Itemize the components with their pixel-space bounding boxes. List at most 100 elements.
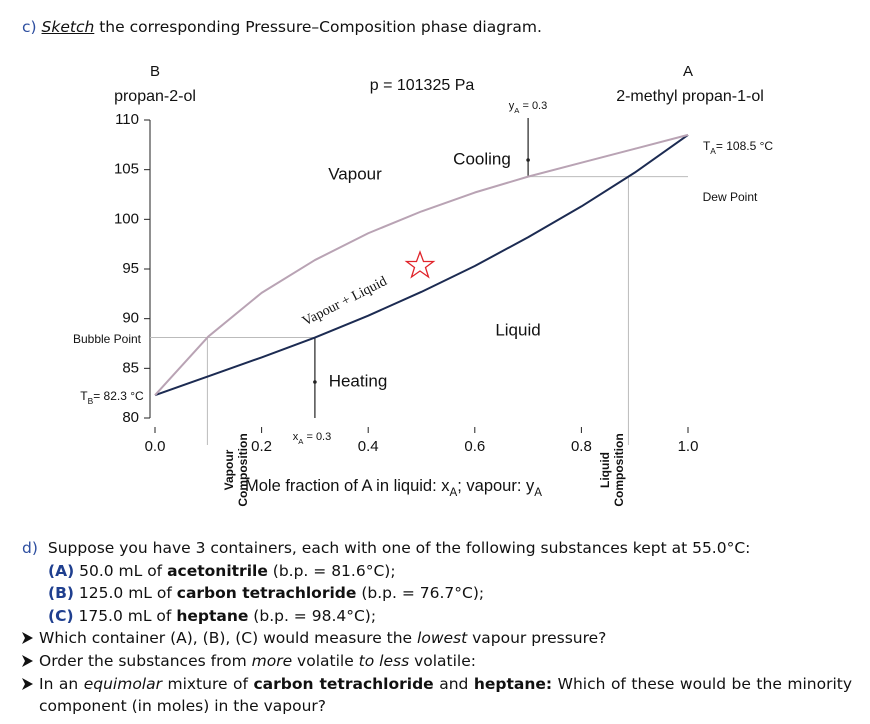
text-run: Which container (A), (B), (C) would meas… bbox=[39, 629, 418, 648]
text-run: Suppose you have 3 containers, each with… bbox=[47, 539, 751, 557]
text-run: equimolar bbox=[83, 674, 162, 693]
bullet-text: In an equimolar mixture of carbon tetrac… bbox=[39, 673, 852, 718]
phase-curve bbox=[154, 134, 689, 397]
list-item: (B) 125.0 mL of carbon tetrachloride (b.… bbox=[22, 582, 852, 605]
text-run: and bbox=[433, 674, 474, 693]
text-run: volatile bbox=[292, 651, 359, 670]
text-run: A bbox=[534, 487, 542, 499]
y-tick-label: 100 bbox=[114, 210, 139, 227]
component-b-label: B bbox=[150, 63, 160, 80]
text-run: lowest bbox=[417, 629, 468, 648]
y-tick-label: 110 bbox=[115, 111, 139, 128]
text-run: = 82.3 °C bbox=[93, 389, 144, 403]
y-tick-label: 95 bbox=[122, 260, 139, 277]
text-run: A bbox=[298, 437, 304, 446]
bullet-item: Which container (A), (B), (C) would meas… bbox=[22, 627, 852, 650]
annotation: xA = 0.3 bbox=[293, 431, 331, 446]
list-item: (A) 50.0 mL of acetonitrile (b.p. = 81.6… bbox=[22, 560, 852, 583]
liquid-label: Liquid bbox=[495, 320, 540, 339]
question-text: Suppose you have 3 containers, each with… bbox=[48, 537, 751, 560]
y-tick-label: 90 bbox=[122, 310, 139, 327]
text-run: carbon tetrachloride bbox=[253, 674, 434, 693]
text-run: acetonitrile bbox=[167, 561, 268, 580]
component-a-name-label: 2-methyl propan-1-ol bbox=[616, 88, 764, 105]
composition-label: Vapour bbox=[222, 449, 236, 490]
text-run: vapour pressure? bbox=[467, 629, 607, 648]
composition-label: Composition bbox=[236, 433, 250, 506]
text-run: Order the substances from bbox=[39, 651, 252, 670]
bullet-text: Which container (A), (B), (C) would meas… bbox=[39, 627, 852, 650]
text-run: volatile: bbox=[409, 651, 476, 670]
text-run: heptane bbox=[176, 606, 249, 625]
text-run: = 108.5 °C bbox=[716, 139, 774, 153]
phase-curve bbox=[154, 133, 689, 396]
text-run: In an bbox=[39, 674, 84, 693]
question-c: c) Sketch the corresponding Pressure–Com… bbox=[22, 18, 542, 36]
text-run: x bbox=[293, 431, 299, 443]
composition-label: Composition bbox=[612, 433, 626, 506]
text-run: carbon tetrachloride bbox=[176, 584, 357, 603]
component-b-name-label: propan-2-ol bbox=[114, 88, 196, 105]
text-run: the corresponding Pressure–Composition p… bbox=[94, 18, 542, 36]
bullet-icon bbox=[22, 632, 33, 645]
x-tick-label: 0.2 bbox=[251, 438, 272, 455]
text-run: ; vapour: y bbox=[457, 477, 535, 495]
heating-label: Heating bbox=[329, 371, 388, 390]
text-run: 125.0 mL of bbox=[73, 584, 177, 603]
y-tick-label: 85 bbox=[122, 359, 139, 376]
arrow-dot bbox=[313, 380, 317, 384]
star-icon bbox=[404, 250, 436, 279]
vapour-liquid-label: Vapour + Liquid bbox=[300, 274, 389, 329]
text-run: T bbox=[703, 139, 711, 153]
text-run: (b.p. = 81.6°C); bbox=[267, 561, 396, 580]
text-run: heptane: bbox=[473, 674, 553, 693]
vapour-label: Vapour bbox=[328, 164, 382, 183]
text-run: to less bbox=[358, 651, 410, 670]
bullet-item: In an equimolar mixture of carbon tetrac… bbox=[22, 673, 852, 718]
question-d: d) Suppose you have 3 containers, each wi… bbox=[22, 537, 852, 718]
text-run: 50.0 mL of bbox=[74, 561, 168, 580]
text-run: (b.p. = 98.4°C); bbox=[248, 606, 377, 625]
text-run: (b.p. = 76.7°C); bbox=[356, 584, 485, 603]
x-tick-label: 0.6 bbox=[464, 438, 485, 455]
text-run: T bbox=[80, 389, 88, 403]
x-tick-label: 0.4 bbox=[358, 438, 379, 455]
text-run: mixture of bbox=[161, 674, 254, 693]
question-text: Sketch the corresponding Pressure–Compos… bbox=[42, 18, 542, 36]
text-run: = 0.3 bbox=[303, 431, 331, 443]
list-item: (C) 175.0 mL of heptane (b.p. = 98.4°C); bbox=[22, 605, 852, 628]
text-run: Which of these would be the minority com… bbox=[39, 674, 852, 716]
text-run: A bbox=[450, 487, 458, 499]
question-label: c) bbox=[22, 18, 37, 36]
question-line: d) Suppose you have 3 containers, each wi… bbox=[22, 537, 852, 560]
y-tick-label: 105 bbox=[114, 161, 139, 178]
text-run: = 0.3 bbox=[519, 100, 547, 112]
composition-label: Liquid bbox=[598, 452, 612, 488]
text-run: y bbox=[509, 100, 515, 112]
bullet-icon bbox=[22, 654, 33, 667]
text-run: Mole fraction of A in liquid: x bbox=[245, 477, 450, 495]
text-run: more bbox=[251, 651, 293, 670]
y-tick-label: 80 bbox=[122, 409, 139, 426]
text-run: (C) bbox=[48, 606, 74, 625]
phase-diagram: 80 85 90 95 100 105 110 0.0 0.2 0.4 0.6 0.8 1.0 p = 1… bbox=[73, 63, 773, 507]
annotation: TA= 108.5 °C bbox=[703, 139, 773, 156]
question-label: d) bbox=[22, 539, 38, 557]
x-tick-label: 0.0 bbox=[145, 438, 166, 455]
x-tick-label: 1.0 bbox=[678, 438, 699, 455]
bullet-text: Order the substances from more volatile … bbox=[39, 650, 852, 673]
annotation: TB= 82.3 °C bbox=[80, 389, 144, 406]
text-run: Sketch bbox=[41, 18, 95, 36]
text-run: (B) bbox=[48, 584, 74, 603]
text-run: (A) bbox=[48, 561, 75, 580]
component-a-label: A bbox=[683, 63, 693, 80]
arrow-dot bbox=[526, 158, 530, 162]
text-run: B bbox=[88, 396, 94, 406]
bullet-item: Order the substances from more volatile … bbox=[22, 650, 852, 673]
x-tick-label: 0.8 bbox=[571, 438, 592, 455]
text-run: 175.0 mL of bbox=[73, 606, 177, 625]
text-run: A bbox=[710, 146, 716, 156]
annotation: yA = 0.3 bbox=[509, 100, 547, 115]
cooling-label: Cooling bbox=[453, 149, 511, 168]
